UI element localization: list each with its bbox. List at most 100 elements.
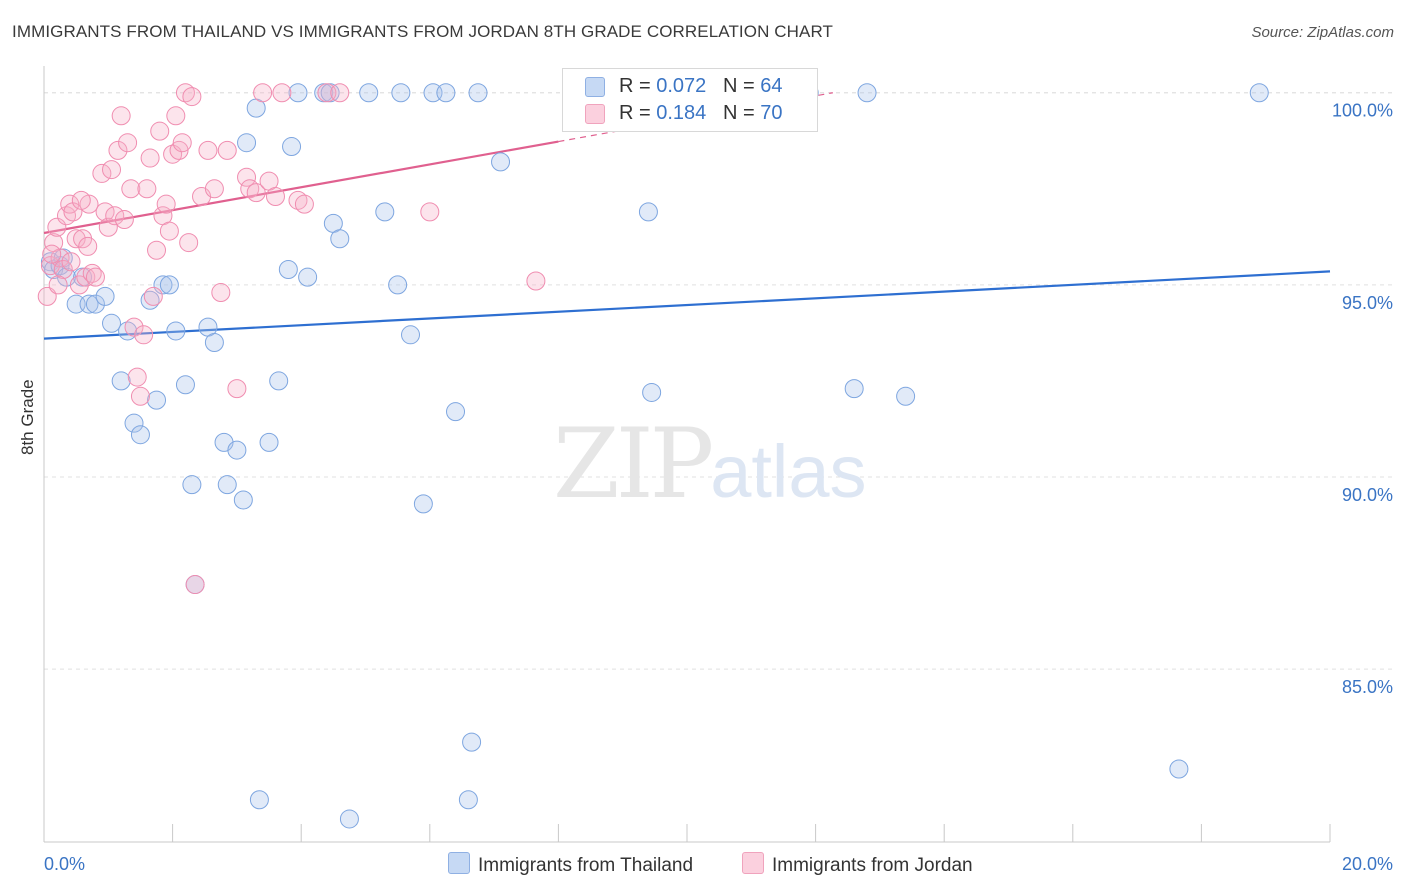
y-tick-label: 90.0% (1342, 485, 1393, 505)
watermark-atlas: atlas (710, 430, 867, 513)
point-thailand (1169, 759, 1189, 779)
point-jordan (118, 133, 138, 153)
point-jordan (37, 286, 57, 306)
point-jordan (172, 133, 192, 153)
point-jordan (211, 283, 231, 303)
trend-line-jordan (43, 140, 559, 235)
legend-r-thailand: 0.072 (656, 75, 707, 97)
point-jordan (246, 183, 266, 203)
point-thailand (298, 267, 318, 287)
point-thailand (462, 732, 482, 752)
point-jordan (111, 106, 131, 126)
point-thailand (458, 790, 478, 810)
point-thailand (391, 83, 411, 103)
point-thailand (166, 321, 186, 341)
point-jordan (48, 275, 68, 295)
point-thailand (140, 290, 160, 310)
x-tick-label-max: 20.0% (1342, 854, 1393, 874)
point-jordan (150, 121, 170, 141)
stats-legend: R = 0.072 N = 64 R = 0.184 N = 70 (562, 68, 818, 132)
point-thailand (375, 202, 395, 222)
point-jordan (69, 275, 89, 295)
point-jordan (105, 206, 125, 226)
legend-n-thailand: 64 (760, 75, 783, 97)
tick-labels: 85.0% 90.0% 95.0% 100.0% 0.0% 20.0% (44, 101, 1393, 874)
point-jordan (156, 194, 176, 214)
point-jordan (130, 386, 150, 406)
point-jordan (140, 148, 160, 168)
point-thailand (278, 259, 298, 279)
point-thailand (330, 229, 350, 249)
chart-title: IMMIGRANTS FROM THAILAND VS IMMIGRANTS F… (12, 22, 834, 41)
point-jordan (272, 83, 292, 103)
point-thailand (102, 313, 122, 333)
point-jordan (114, 210, 134, 230)
legend-n-jordan: 70 (760, 102, 783, 124)
point-jordan (53, 259, 73, 279)
point-thailand (857, 83, 877, 103)
point-jordan (179, 233, 199, 253)
point-jordan (237, 167, 257, 187)
point-jordan (98, 217, 118, 237)
point-thailand (159, 275, 179, 295)
point-thailand (844, 379, 864, 399)
point-jordan (169, 140, 189, 160)
point-thailand (79, 294, 99, 314)
y-tick-label: 100.0% (1332, 101, 1393, 121)
point-thailand (269, 371, 289, 391)
point-thailand (233, 490, 253, 510)
point-jordan (253, 83, 273, 103)
y-tick-label: 85.0% (1342, 677, 1393, 697)
bottom-legend-label-thailand: Immigrants from Thailand (478, 855, 694, 876)
point-jordan (42, 244, 62, 264)
y-axis-label: 8th Grade (18, 379, 37, 455)
point-thailand (124, 413, 144, 433)
watermark-zip: ZIP (553, 408, 714, 520)
point-jordan (294, 194, 314, 214)
point-jordan (92, 163, 112, 183)
point-thailand (85, 294, 105, 314)
point-jordan (78, 236, 98, 256)
x-tick-label-min: 0.0% (44, 854, 85, 874)
point-jordan (108, 140, 128, 160)
point-jordan (85, 267, 105, 287)
data-points (37, 83, 1269, 829)
watermark: ZIPatlas (553, 408, 867, 520)
point-jordan (526, 271, 546, 291)
point-thailand (359, 83, 379, 103)
point-jordan (60, 194, 80, 214)
point-jordan (420, 202, 440, 222)
bottom-legend-label-jordan: Immigrants from Jordan (772, 855, 973, 876)
point-jordan (198, 140, 218, 160)
point-jordan (227, 379, 247, 399)
legend-swatch-jordan (585, 104, 605, 124)
point-jordan (134, 325, 154, 345)
point-thailand (1249, 83, 1269, 103)
point-thailand (401, 325, 421, 345)
point-thailand (282, 137, 302, 157)
point-thailand (288, 83, 308, 103)
point-jordan (95, 202, 115, 222)
point-thailand (446, 402, 466, 422)
source-label: Source: ZipAtlas.com (1251, 24, 1394, 41)
point-thailand (468, 83, 488, 103)
y-tick-label: 95.0% (1342, 293, 1393, 313)
point-thailand (388, 275, 408, 295)
point-jordan (61, 252, 81, 272)
point-thailand (175, 375, 195, 395)
legend-swatch-thailand (585, 77, 605, 97)
point-thailand (896, 386, 916, 406)
point-thailand (436, 83, 456, 103)
point-jordan (166, 106, 186, 126)
point-jordan (121, 179, 141, 199)
axes (43, 66, 1331, 843)
point-jordan (147, 240, 167, 260)
point-jordan (265, 186, 285, 206)
bottom-legend-swatch-thailand (448, 852, 470, 874)
point-jordan (204, 179, 224, 199)
point-jordan (330, 83, 350, 103)
point-thailand (249, 790, 269, 810)
trend-line-thailand (43, 270, 1331, 340)
point-thailand (339, 809, 359, 829)
point-jordan (182, 87, 202, 107)
